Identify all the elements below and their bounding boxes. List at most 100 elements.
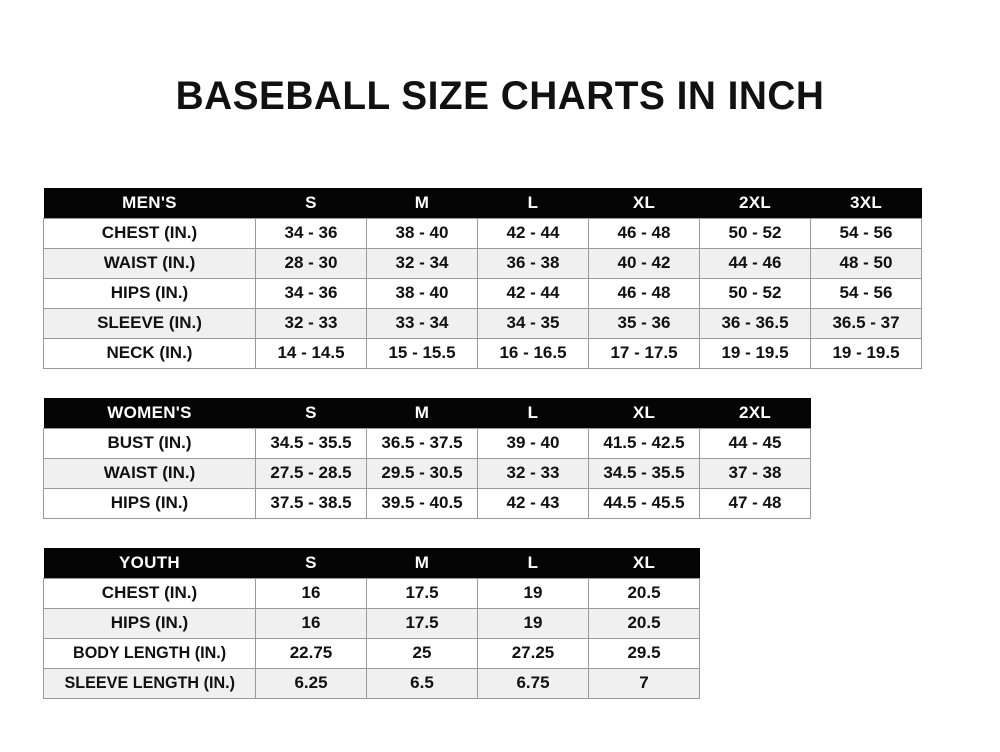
measurement-value: 48 - 50 <box>810 247 922 279</box>
table-header-row: YOUTH S M L XL <box>43 548 700 578</box>
measurement-value: 39 - 40 <box>477 427 589 459</box>
measurement-value: 35 - 36 <box>588 307 700 339</box>
measurement-value: 44 - 45 <box>699 427 811 459</box>
table-row: HIPS (IN.) 16 17.5 19 20.5 <box>43 607 700 639</box>
measurement-value: 37.5 - 38.5 <box>255 487 367 519</box>
table-row: BUST (IN.) 34.5 - 35.5 36.5 - 37.5 39 - 40 4… <box>43 427 811 459</box>
measurement-value: 42 - 43 <box>477 487 589 519</box>
measurement-value: 25 <box>366 637 478 669</box>
measurement-label: NECK (IN.) <box>43 337 256 369</box>
measurement-label: SLEEVE LENGTH (IN.) <box>43 667 256 699</box>
measurement-value: 40 - 42 <box>588 247 700 279</box>
size-header-xl: XL <box>588 548 700 578</box>
measurement-value: 39.5 - 40.5 <box>366 487 478 519</box>
size-header-m: M <box>366 188 478 218</box>
measurement-label: BUST (IN.) <box>43 427 256 459</box>
measurement-value: 34 - 36 <box>255 277 367 309</box>
measurement-value: 6.25 <box>255 667 367 699</box>
measurement-value: 22.75 <box>255 637 367 669</box>
measurement-value: 28 - 30 <box>255 247 367 279</box>
measurement-value: 34 - 36 <box>255 217 367 249</box>
table-row: WAIST (IN.) 28 - 30 32 - 34 36 - 38 40 - 42 4… <box>43 247 922 279</box>
size-header-s: S <box>255 548 367 578</box>
group-label-mens: MEN'S <box>43 188 256 218</box>
table-row: SLEEVE LENGTH (IN.) 6.25 6.5 6.75 7 <box>43 667 700 699</box>
measurement-label: WAIST (IN.) <box>43 457 256 489</box>
measurement-value: 46 - 48 <box>588 217 700 249</box>
measurement-value: 32 - 33 <box>477 457 589 489</box>
measurement-value: 6.5 <box>366 667 478 699</box>
measurement-value: 34 - 35 <box>477 307 589 339</box>
measurement-value: 17 - 17.5 <box>588 337 700 369</box>
measurement-value: 54 - 56 <box>810 217 922 249</box>
measurement-value: 15 - 15.5 <box>366 337 478 369</box>
table-header-row: WOMEN'S S M L XL 2XL <box>43 398 811 428</box>
measurement-value: 14 - 14.5 <box>255 337 367 369</box>
table-row: CHEST (IN.) 34 - 36 38 - 40 42 - 44 46 - 48 5… <box>43 217 922 249</box>
measurement-value: 36 - 36.5 <box>699 307 811 339</box>
table-row: BODY LENGTH (IN.) 22.75 25 27.25 29.5 <box>43 637 700 669</box>
measurement-label: CHEST (IN.) <box>43 577 256 609</box>
page-title: BASEBALL SIZE CHARTS IN INCH <box>175 74 825 118</box>
size-header-l: L <box>477 188 589 218</box>
table-row: NECK (IN.) 14 - 14.5 15 - 15.5 16 - 16.5 17 … <box>43 337 922 369</box>
measurement-label: WAIST (IN.) <box>43 247 256 279</box>
size-header-2xl: 2XL <box>699 188 811 218</box>
measurement-value: 29.5 <box>588 637 700 669</box>
table-header-row: MEN'S S M L XL 2XL 3XL <box>43 188 922 218</box>
measurement-value: 54 - 56 <box>810 277 922 309</box>
measurement-label: HIPS (IN.) <box>43 487 256 519</box>
measurement-value: 34.5 - 35.5 <box>255 427 367 459</box>
table-row: HIPS (IN.) 34 - 36 38 - 40 42 - 44 46 - 48 50… <box>43 277 922 309</box>
measurement-value: 38 - 40 <box>366 277 478 309</box>
measurement-value: 33 - 34 <box>366 307 478 339</box>
size-header-s: S <box>255 188 367 218</box>
measurement-value: 7 <box>588 667 700 699</box>
table-row: CHEST (IN.) 16 17.5 19 20.5 <box>43 577 700 609</box>
measurement-label: CHEST (IN.) <box>43 217 256 249</box>
size-header-m: M <box>366 398 478 428</box>
measurement-value: 27.25 <box>477 637 589 669</box>
mens-size-table: MEN'S S M L XL 2XL 3XL CHEST (IN.) 34 - 36 38 - 4… <box>43 188 922 369</box>
measurement-value: 20.5 <box>588 607 700 639</box>
measurement-value: 38 - 40 <box>366 217 478 249</box>
size-header-s: S <box>255 398 367 428</box>
measurement-value: 29.5 - 30.5 <box>366 457 478 489</box>
size-header-l: L <box>477 548 589 578</box>
measurement-value: 44 - 46 <box>699 247 811 279</box>
measurement-value: 32 - 33 <box>255 307 367 339</box>
measurement-value: 17.5 <box>366 607 478 639</box>
measurement-value: 37 - 38 <box>699 457 811 489</box>
measurement-value: 36.5 - 37 <box>810 307 922 339</box>
measurement-value: 50 - 52 <box>699 277 811 309</box>
measurement-value: 20.5 <box>588 577 700 609</box>
youth-size-table: YOUTH S M L XL CHEST (IN.) 16 17.5 19 20.5 HIPS (I… <box>43 548 700 699</box>
table-row: HIPS (IN.) 37.5 - 38.5 39.5 - 40.5 42 - 43 4… <box>43 487 811 519</box>
measurement-label: SLEEVE (IN.) <box>43 307 256 339</box>
group-label-youth: YOUTH <box>43 548 256 578</box>
size-header-2xl: 2XL <box>699 398 811 428</box>
measurement-value: 17.5 <box>366 577 478 609</box>
womens-size-table: WOMEN'S S M L XL 2XL BUST (IN.) 34.5 - 35.5 36.5… <box>43 398 811 519</box>
measurement-value: 41.5 - 42.5 <box>588 427 700 459</box>
measurement-value: 16 <box>255 577 367 609</box>
measurement-value: 50 - 52 <box>699 217 811 249</box>
measurement-label: HIPS (IN.) <box>43 277 256 309</box>
measurement-value: 44.5 - 45.5 <box>588 487 700 519</box>
measurement-value: 16 <box>255 607 367 639</box>
measurement-value: 34.5 - 35.5 <box>588 457 700 489</box>
size-header-l: L <box>477 398 589 428</box>
measurement-value: 16 - 16.5 <box>477 337 589 369</box>
group-label-womens: WOMEN'S <box>43 398 256 428</box>
measurement-value: 36 - 38 <box>477 247 589 279</box>
measurement-value: 6.75 <box>477 667 589 699</box>
measurement-value: 47 - 48 <box>699 487 811 519</box>
measurement-value: 19 <box>477 607 589 639</box>
measurement-value: 36.5 - 37.5 <box>366 427 478 459</box>
measurement-value: 32 - 34 <box>366 247 478 279</box>
measurement-value: 42 - 44 <box>477 277 589 309</box>
measurement-value: 19 - 19.5 <box>699 337 811 369</box>
measurement-label: HIPS (IN.) <box>43 607 256 639</box>
measurement-value: 19 - 19.5 <box>810 337 922 369</box>
